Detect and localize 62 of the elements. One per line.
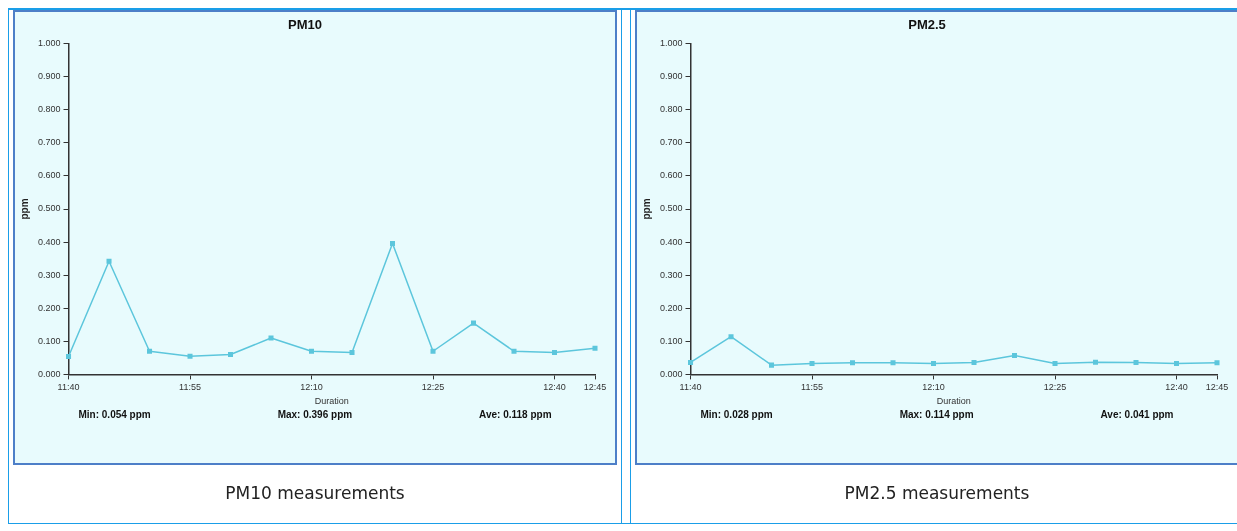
point: [66, 354, 72, 360]
y-tick-label: 0.600: [37, 170, 61, 181]
chart-title: PM10: [288, 17, 322, 33]
x-tick-label: 11:40: [57, 382, 80, 393]
text: Min: 0.054 ppm: [78, 409, 151, 420]
point: [551, 350, 558, 356]
y-tick-label: 0.100: [659, 335, 683, 346]
x-axis-title: Duration: [936, 396, 971, 407]
y-tick-label: 0.700: [659, 137, 683, 148]
y-tick-label: 1.000: [37, 38, 61, 49]
x-tick-label: 12:45: [1205, 382, 1229, 393]
y-axis-title: ppm: [18, 198, 30, 220]
x-tick-label: 12:25: [421, 382, 445, 393]
y-tick-label: 0.000: [37, 368, 61, 379]
chart-title: PM2.5: [908, 17, 946, 33]
x-tick-label: 11:55: [801, 382, 823, 393]
text: Ave: 0.041 ppm: [1100, 409, 1174, 420]
point: [147, 348, 153, 354]
y-tick-label: 0.000: [659, 368, 683, 379]
y-tick-label: 0.700: [37, 137, 61, 148]
y-tick-label: 1.000: [659, 38, 683, 49]
x-tick-label: 12:45: [583, 382, 607, 393]
point: [308, 348, 315, 354]
y-tick-label: 0.200: [659, 302, 683, 313]
y-tick-label: 0.300: [659, 269, 683, 280]
y-tick-label: 0.600: [659, 170, 683, 181]
x-tick-label: 12:40: [543, 382, 566, 393]
text: Min: 0.028 ppm: [700, 409, 773, 420]
y-tick-label: 0.900: [659, 71, 683, 82]
x-tick-label: 11:55: [179, 382, 201, 393]
y-tick-label: 0.800: [659, 104, 683, 115]
y-tick-label: 0.300: [37, 269, 61, 280]
x-tick-label: 12:25: [1043, 382, 1067, 393]
y-tick-label: 0.200: [37, 302, 61, 313]
point: [228, 352, 234, 358]
point: [430, 348, 436, 354]
x-tick-label: 12:10: [300, 382, 323, 393]
y-tick-label: 0.100: [37, 335, 61, 346]
y-tick-label: 0.400: [37, 236, 61, 247]
y-tick-label: 0.400: [659, 236, 683, 247]
x-tick-label: 12:10: [922, 382, 945, 393]
y-tick-label: 0.800: [37, 104, 61, 115]
point: [349, 350, 355, 356]
text: PM10 measurements: [224, 482, 406, 505]
point: [389, 240, 396, 246]
text: Ave: 0.118 ppm: [479, 409, 552, 420]
x-tick-label: 11:40: [679, 382, 702, 393]
y-axis-title: ppm: [640, 198, 652, 220]
point: [187, 353, 193, 359]
y-tick-label: 0.900: [37, 71, 61, 82]
x-axis-title: Duration: [314, 396, 349, 407]
text: Max: 0.396 ppm: [277, 409, 353, 420]
point: [268, 335, 274, 341]
y-tick-label: 0.500: [37, 203, 61, 214]
point: [592, 345, 598, 351]
y-tick-label: 0.500: [659, 203, 683, 214]
point: [106, 258, 112, 264]
point: [470, 320, 477, 326]
x-tick-label: 12:40: [1165, 382, 1188, 393]
text: Max: 0.114 ppm: [899, 409, 974, 420]
point: [511, 348, 517, 354]
text: PM2.5 measurements: [843, 482, 1031, 505]
